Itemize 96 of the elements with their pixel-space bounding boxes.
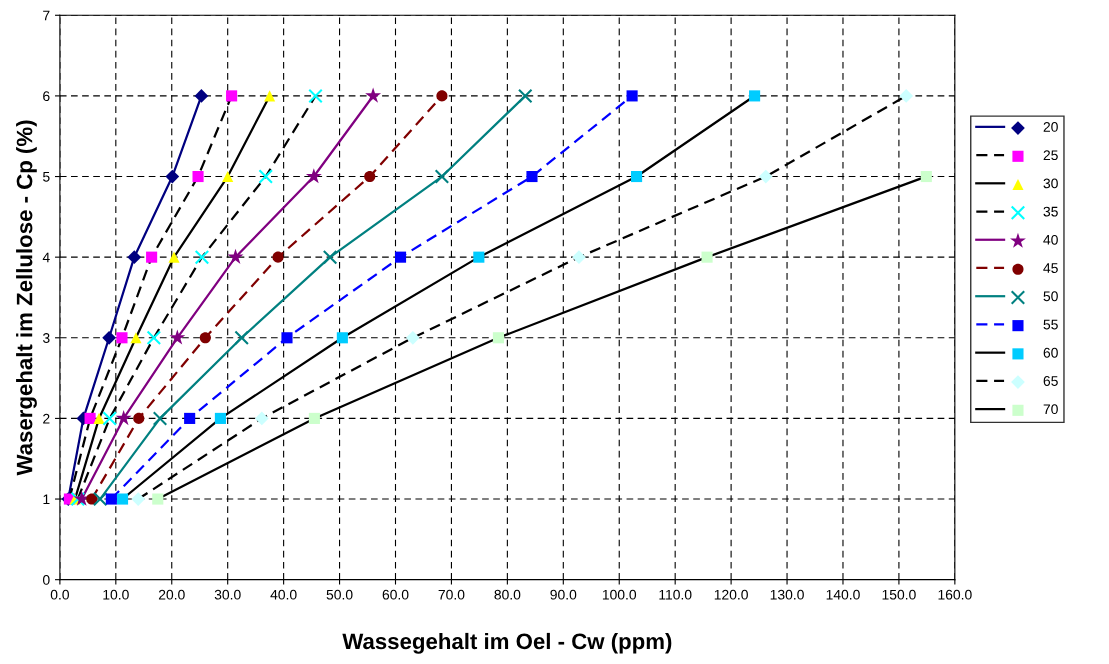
point [146,330,162,346]
y-tick-label: 2 [43,413,50,424]
y-tick-label: 3 [42,333,50,343]
point [572,250,586,265]
y-tick-label: 5 [43,172,50,182]
point [102,330,116,345]
point [131,492,146,506]
point [336,332,348,344]
legend-label: 20 [1043,122,1058,132]
point [631,170,643,183]
point [116,493,129,505]
point [365,87,382,103]
y-tick-label: 4 [42,252,50,263]
x-tick-label: 50.0 [326,589,353,600]
point [322,249,338,265]
x-tick-label: 30.0 [214,589,241,600]
y-tick-label: 0 [42,575,50,585]
point [199,332,211,344]
x-tick-label: 0.0 [50,589,69,600]
legend-label: 25 [1043,150,1058,161]
legend-label: 50 [1043,291,1058,302]
point [84,412,96,424]
point [394,251,407,263]
point [165,169,180,184]
point [152,493,164,505]
x-tick-label: 160.0 [938,589,972,600]
legend-label: 40 [1043,234,1058,245]
point [234,330,249,346]
point [749,90,761,102]
legend-label: 70 [1043,404,1058,415]
legend-label: 60 [1043,347,1058,358]
legend-label: 35 [1043,206,1058,217]
point [93,412,105,424]
point [305,168,322,184]
x-tick-label: 120.0 [714,589,748,600]
x-axis-title: Wassegehalt im Oel - Cw (ppm) [342,632,672,654]
y-tick-label: 6 [43,91,50,102]
point [899,89,914,103]
point [308,88,323,104]
point [214,412,226,424]
point [70,491,86,507]
legend-label: 65 [1043,376,1058,386]
point [130,332,142,344]
point [254,411,269,426]
point [222,170,234,183]
x-tick-label: 40.0 [270,589,297,600]
x-tick-label: 100.0 [602,589,637,600]
point [127,250,142,265]
point [133,412,145,424]
point [626,90,638,102]
point [116,332,128,344]
point [226,90,238,102]
point [115,410,132,426]
point [169,329,186,345]
x-tick-label: 140.0 [826,589,860,600]
point [920,170,932,183]
point [102,411,117,426]
point [492,332,504,344]
point [758,169,773,184]
legend-label: 45 [1043,263,1058,273]
point [272,251,284,263]
point [436,90,448,102]
point [146,251,158,263]
point [434,169,450,184]
point [308,412,320,424]
x-tick-label: 10.0 [103,589,129,600]
point [364,170,376,183]
point [526,170,538,183]
x-tick-label: 130.0 [770,589,804,600]
point [405,330,420,345]
point [281,332,293,344]
point [105,493,117,505]
legend-label: 55 [1043,319,1058,330]
point [701,251,713,263]
point [194,249,210,265]
y-axis-title: Wasergehalt im Zellulose - Cp (%) [16,120,37,476]
point [258,169,274,184]
point [92,491,108,507]
x-tick-label: 60.0 [382,589,409,600]
point [152,411,168,426]
x-tick-label: 110.0 [659,589,692,600]
point [194,89,209,103]
x-tick-label: 70.0 [438,589,465,600]
legend-label: 30 [1043,178,1058,189]
point [473,251,485,263]
point [517,88,533,104]
x-tick-label: 150.0 [882,589,916,600]
x-tick-label: 80.0 [494,589,521,600]
point [168,251,180,263]
point [184,412,196,424]
y-tick-label: 7 [43,10,50,21]
point [192,170,204,183]
point [227,248,244,264]
y-tick-label: 1 [43,494,50,505]
x-tick-label: 90.0 [550,589,577,600]
x-tick-label: 20.0 [158,589,185,600]
